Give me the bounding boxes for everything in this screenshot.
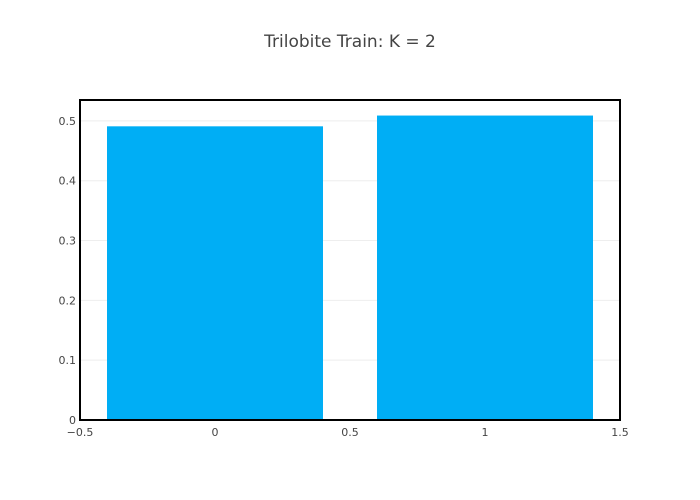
- x-tick-label-2: 0.5: [341, 426, 359, 439]
- plot-frame: [79, 99, 621, 421]
- x-tick-label-0: −0.5: [67, 426, 94, 439]
- bar-1: [377, 115, 593, 421]
- y-tick-label-4: 0.4: [59, 175, 77, 188]
- y-tick-label-0: 0: [69, 414, 76, 427]
- chart-title: Trilobite Train: K = 2: [264, 32, 436, 52]
- x-tick-label-3: 1: [482, 426, 489, 439]
- y-tick-label-5: 0.5: [59, 115, 77, 128]
- y-tick-label-3: 0.3: [59, 235, 77, 248]
- x-tick-label-4: 1.5: [611, 426, 629, 439]
- x-tick-label-1: 0: [212, 426, 219, 439]
- y-tick-label-1: 0.1: [59, 354, 77, 367]
- bar-0: [107, 126, 323, 421]
- x-axis-ticks: −0.5 0 0.5 1 1.5: [67, 426, 629, 439]
- y-tick-label-2: 0.2: [59, 294, 77, 307]
- bars: [107, 115, 593, 421]
- y-axis-ticks: 0 0.1 0.2 0.3 0.4 0.5: [59, 115, 77, 427]
